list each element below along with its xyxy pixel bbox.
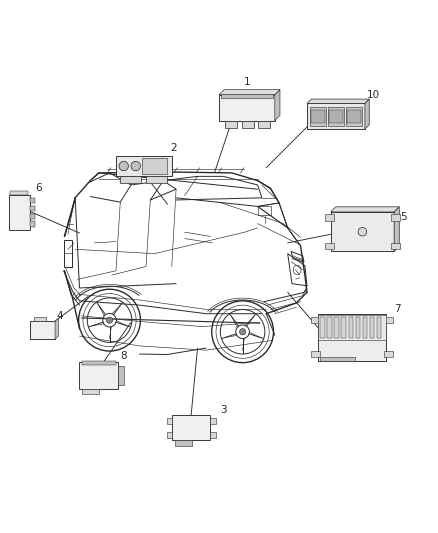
Bar (116, 156, 172, 176)
Text: 8: 8 (120, 351, 127, 361)
Bar (320, 317, 325, 337)
Bar (146, 176, 166, 183)
Bar (242, 120, 254, 128)
Text: 10: 10 (367, 90, 380, 100)
Text: 6: 6 (35, 183, 42, 193)
Bar (30, 221, 35, 227)
Text: 2: 2 (171, 143, 177, 154)
Bar (310, 107, 326, 126)
Bar (30, 214, 35, 219)
Bar (356, 317, 360, 337)
Bar (318, 314, 386, 361)
Polygon shape (394, 207, 399, 252)
Bar (81, 361, 116, 365)
Bar (370, 317, 374, 337)
Polygon shape (219, 90, 280, 95)
Bar (391, 243, 400, 249)
Bar (166, 432, 172, 438)
Bar (325, 243, 334, 249)
Polygon shape (307, 99, 369, 103)
Bar (258, 120, 270, 128)
Bar (166, 417, 172, 424)
Bar (221, 94, 272, 98)
Text: 7: 7 (394, 304, 400, 314)
Text: 1: 1 (244, 77, 250, 87)
Circle shape (358, 228, 367, 236)
Bar (347, 110, 360, 123)
Bar (346, 107, 362, 126)
Bar (327, 317, 332, 337)
Bar (30, 321, 55, 340)
Bar (82, 389, 99, 394)
Bar (118, 366, 124, 385)
Bar (331, 212, 394, 252)
Bar (210, 417, 215, 424)
Bar (342, 317, 346, 337)
Bar (320, 357, 355, 361)
Bar (384, 317, 393, 323)
Bar (349, 317, 353, 337)
Bar (328, 107, 344, 126)
Bar (335, 317, 339, 337)
Circle shape (131, 161, 141, 171)
Bar (329, 110, 343, 123)
Bar (64, 240, 72, 266)
Bar (311, 110, 325, 123)
Polygon shape (275, 90, 280, 120)
Bar (30, 198, 35, 204)
Bar (377, 317, 381, 337)
Bar (311, 351, 320, 358)
Circle shape (119, 161, 128, 171)
Bar (210, 432, 215, 438)
Bar (120, 176, 141, 183)
Polygon shape (331, 207, 399, 212)
Text: 4: 4 (57, 311, 64, 321)
Bar (34, 317, 46, 321)
Bar (11, 191, 28, 195)
Bar (363, 317, 367, 337)
Circle shape (106, 317, 113, 323)
Bar (9, 195, 30, 230)
Text: 5: 5 (400, 212, 407, 222)
Bar (172, 415, 210, 440)
Polygon shape (55, 318, 58, 340)
Bar (311, 317, 320, 323)
Bar (384, 351, 393, 358)
Polygon shape (365, 99, 369, 129)
Bar (79, 362, 118, 389)
Bar (226, 120, 237, 128)
Bar (325, 214, 334, 221)
Bar (219, 95, 275, 120)
Bar (258, 206, 272, 215)
Bar (142, 158, 167, 174)
Bar (391, 214, 400, 221)
Bar (318, 315, 386, 340)
Bar (307, 103, 365, 129)
Bar (175, 440, 192, 446)
Text: 3: 3 (220, 405, 226, 415)
Circle shape (240, 329, 246, 335)
Bar (30, 206, 35, 211)
